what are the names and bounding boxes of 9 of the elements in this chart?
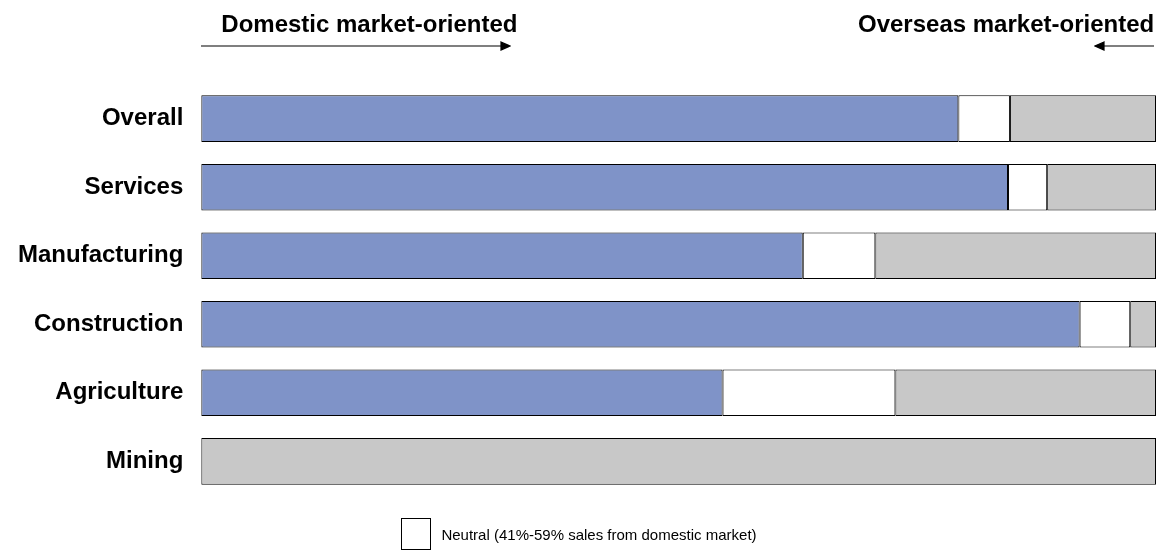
text: Domestic market-oriented	[221, 10, 518, 38]
y-tick-label: Construction	[34, 308, 184, 336]
y-tick-label: Agriculture	[55, 377, 184, 405]
y-tick-label: Manufacturing	[18, 240, 184, 268]
legend-label: Neutral (41%-59% sales from domestic market)	[441, 525, 757, 543]
text: Overseas market-oriented	[858, 10, 1155, 38]
y-tick-label: Mining	[106, 445, 184, 473]
y-tick-label: Services	[84, 171, 184, 199]
y-tick-label: Overall	[101, 103, 184, 131]
